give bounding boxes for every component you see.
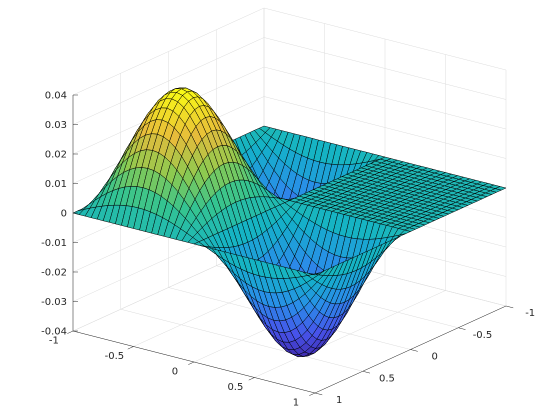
y-tick-label: -0.5: [473, 330, 493, 341]
z-tick-label: 0: [61, 209, 67, 220]
y-tick-mark: [458, 327, 466, 330]
y-tick-mark: [362, 371, 371, 374]
x-tick-mark: [248, 377, 255, 381]
floor-grid-line-y: [120, 309, 363, 372]
y-tick-label: 0.5: [379, 373, 395, 384]
z-tick-label: -0.03: [41, 297, 67, 308]
y-tick-mark: [410, 349, 418, 352]
z-tick-label: 0.03: [45, 120, 67, 131]
axes: [67, 94, 514, 396]
x-tick-mark: [127, 346, 134, 350]
z-tick-label: -0.01: [41, 238, 67, 249]
z-tick-label: 0.01: [45, 179, 67, 190]
z-tick-label: -0.04: [41, 327, 67, 338]
wall-grid-line-z: [263, 7, 507, 71]
x-tick-label: -1: [49, 336, 59, 347]
y-tick-mark: [505, 305, 514, 309]
y-tick-label: 1: [336, 395, 342, 406]
z-tick-label: 0.02: [45, 150, 67, 161]
wall-grid-line-z: [263, 66, 507, 130]
wall-grid-line-z: [72, 37, 265, 125]
x-tick-label: 0: [172, 367, 178, 378]
surface-facet: [308, 272, 321, 276]
x-tick-mark: [188, 361, 195, 365]
y-tick-mark: [314, 392, 323, 396]
wall-grid-line-z: [263, 96, 507, 159]
y-tick-label: -1: [525, 308, 535, 319]
z-tick-label: -0.02: [41, 268, 67, 279]
tick-labels: -1 -0.5 0 0.5 1 -1 -0.5 0 0.5 1 0.04 0.03 0.02 0.01 0 -…: [41, 91, 535, 409]
wall-grid-line-z: [72, 7, 265, 96]
x-tick-label: 0.5: [227, 382, 243, 393]
surface-mesh: [72, 87, 507, 357]
y-tick-label: 0: [432, 352, 438, 363]
z-tick-label: 0.04: [45, 91, 67, 102]
x-tick-mark: [67, 330, 74, 334]
x-tick-mark: [309, 392, 316, 396]
x-tick-label: 1: [293, 398, 299, 409]
x-tick-label: -0.5: [105, 351, 125, 362]
wall-grid-line-z: [263, 37, 507, 100]
